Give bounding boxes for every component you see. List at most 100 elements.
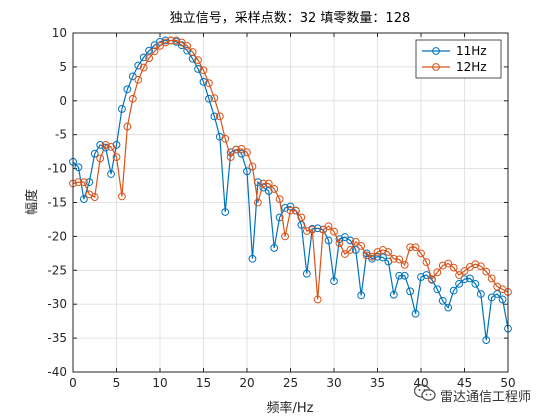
y-tick-label: 0 (59, 94, 67, 108)
data-point (243, 148, 251, 157)
data-point (281, 232, 289, 241)
data-point (139, 53, 148, 62)
data-point (118, 105, 126, 113)
data-point (183, 46, 192, 55)
data-point (444, 303, 453, 312)
data-point (487, 274, 496, 283)
data-point (297, 213, 306, 222)
data-point (112, 140, 121, 149)
data-point (455, 279, 463, 288)
y-tick-label: -5 (55, 128, 67, 142)
data-point (362, 249, 371, 258)
data-point (438, 261, 447, 270)
data-point (400, 271, 409, 280)
data-point (384, 248, 393, 256)
x-tick-label: 25 (283, 376, 298, 390)
data-point (210, 112, 219, 121)
data-point (237, 145, 246, 153)
data-point (156, 41, 164, 50)
data-point (308, 225, 317, 234)
data-point (194, 65, 202, 73)
data-point (215, 132, 224, 141)
data-point (259, 179, 268, 188)
legend-marker (432, 47, 440, 55)
x-tick-label: 20 (239, 376, 254, 390)
data-point (210, 94, 219, 102)
data-point (302, 269, 311, 278)
data-point (221, 208, 230, 216)
data-point (482, 336, 491, 345)
data-point (379, 246, 387, 254)
data-point (286, 202, 295, 211)
data-point (226, 153, 235, 161)
data-point (357, 291, 366, 300)
legend-label: 11Hz (456, 44, 487, 58)
data-point (128, 94, 137, 103)
data-point (373, 252, 382, 261)
data-point (145, 54, 154, 62)
data-point (302, 227, 311, 235)
data-point (134, 75, 143, 84)
data-point (248, 254, 257, 263)
data-point (90, 149, 99, 158)
data-point (123, 85, 132, 94)
data-point (471, 260, 480, 269)
data-point (134, 61, 143, 70)
tick-labels: 0 5 10 15 20 25 30 35 40 45 501050-5-10-15-20-25-3… (47, 26, 515, 390)
data-point (438, 296, 447, 305)
data-point (123, 122, 132, 131)
y-tick-label: -25 (47, 263, 67, 277)
data-point (232, 145, 241, 154)
data-point (275, 195, 284, 204)
data-point (172, 36, 181, 45)
legend-box (415, 39, 502, 79)
data-point (243, 167, 251, 176)
data-point (237, 149, 246, 158)
data-point (335, 239, 344, 248)
data-point (373, 248, 382, 256)
data-point (460, 267, 469, 275)
data-point (427, 275, 436, 284)
data-point (74, 178, 83, 187)
data-point (493, 290, 502, 298)
data-point (128, 72, 137, 81)
data-point (422, 271, 431, 279)
data-point (357, 241, 366, 250)
y-tick-label: -30 (47, 297, 67, 311)
data-point (395, 255, 404, 264)
data-point (362, 251, 371, 260)
data-point (166, 36, 175, 45)
data-point (417, 249, 425, 258)
data-point (411, 309, 420, 318)
plot-area (69, 36, 512, 345)
data-point (101, 143, 110, 152)
x-tick-label: 15 (196, 376, 211, 390)
data-point (449, 286, 458, 295)
data-point (389, 254, 398, 263)
y-tick-label: -10 (47, 162, 67, 176)
data-point (264, 179, 273, 188)
data-point (107, 143, 115, 151)
data-point (292, 206, 300, 215)
x-tick-label: 45 (457, 376, 472, 390)
legend-marker (432, 63, 440, 71)
watermark-text: 雷达通信工程师 (440, 389, 532, 405)
data-point (183, 41, 192, 50)
data-point (482, 267, 491, 276)
y-tick-label: 10 (52, 26, 67, 40)
data-point (145, 46, 154, 55)
data-point (406, 243, 415, 252)
data-point (74, 163, 83, 172)
data-point (177, 38, 186, 47)
x-tick-label: 5 (113, 376, 121, 390)
axes-box (72, 32, 509, 373)
data-point (199, 66, 208, 75)
data-point (406, 287, 415, 296)
data-point (330, 227, 338, 236)
data-point (101, 140, 110, 149)
data-point (400, 260, 409, 269)
data-point (79, 178, 88, 187)
y-tick-label: -35 (47, 331, 67, 345)
data-point (205, 94, 213, 103)
